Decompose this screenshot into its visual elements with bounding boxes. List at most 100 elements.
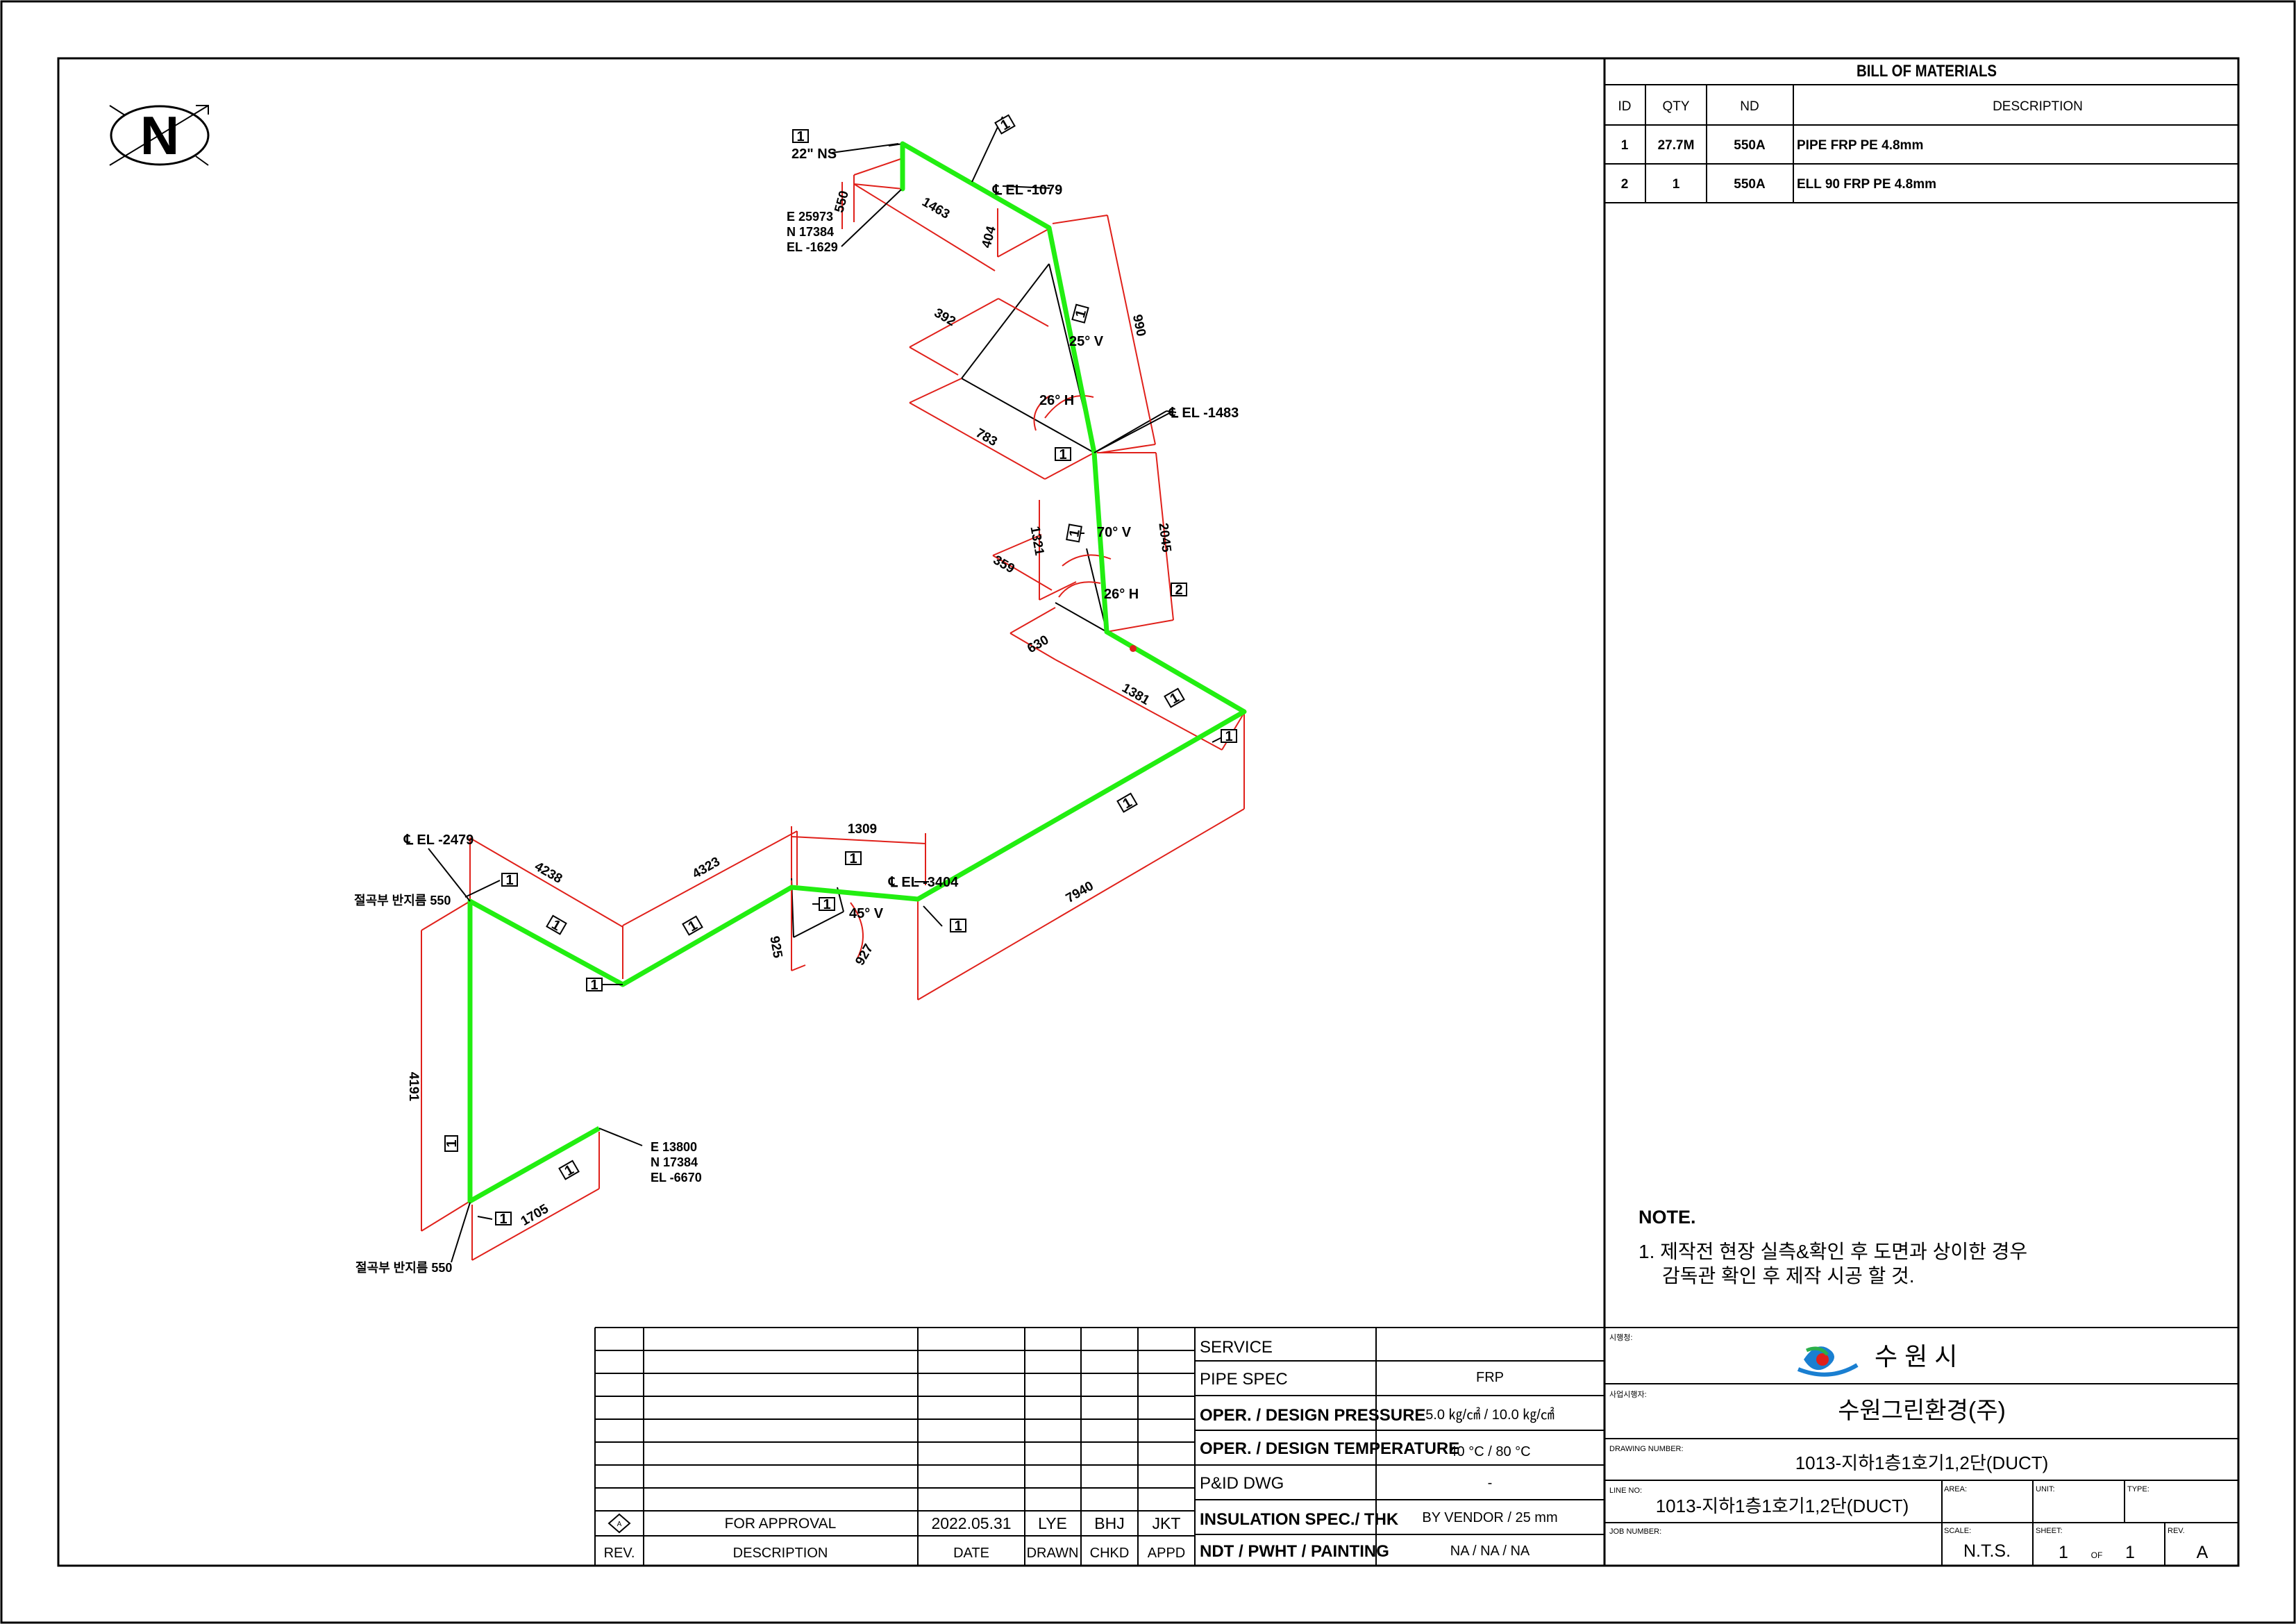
drawing-number: 1013-지하1층1호기1,2단(DUCT) xyxy=(1795,1453,2049,1473)
tag-box: 1 xyxy=(950,919,966,934)
svg-text:1: 1 xyxy=(823,897,830,912)
drawn-header: DRAWN xyxy=(1027,1546,1079,1561)
suwon-logo-icon xyxy=(1797,1346,1859,1377)
pid-dwg-label: P&ID DWG xyxy=(1200,1474,1284,1493)
reference-lines xyxy=(791,143,1177,938)
bom-cell: 27.7M xyxy=(1658,138,1695,153)
revision-chkd: BHJ xyxy=(1094,1514,1124,1532)
svg-text:1: 1 xyxy=(1225,729,1232,744)
bom-header-qty: QTY xyxy=(1662,99,1689,114)
note-line-2: 감독관 확인 후 제작 시공 할 것. xyxy=(1662,1265,1915,1287)
bend-radius-label: 절곡부 반지름 550 xyxy=(355,1261,452,1275)
pressure-label: OPER. / DESIGN PRESSURE xyxy=(1200,1406,1425,1425)
service-table xyxy=(594,1327,1604,1566)
svg-text:1: 1 xyxy=(499,1212,507,1227)
coord-el-bottom: EL -6670 xyxy=(651,1171,702,1184)
type-label: TYPE: xyxy=(2127,1485,2150,1493)
insulation-label: INSULATION SPEC./ THK xyxy=(1200,1510,1399,1529)
rev-value: A xyxy=(2197,1543,2209,1562)
dimension-value: 392 xyxy=(932,305,958,329)
dimension-value: 925 xyxy=(766,935,785,960)
bom-header-description: DESCRIPTION xyxy=(1993,99,2083,114)
tag-box: 1 xyxy=(845,851,862,867)
line-no-label: LINE NO: xyxy=(1609,1487,1642,1495)
client-label: 시행청: xyxy=(1609,1333,1632,1342)
contractor-label: 사업시행자: xyxy=(1609,1390,1647,1399)
rev-header: REV. xyxy=(604,1546,635,1561)
tag-box: 1 xyxy=(1164,687,1185,708)
dimension-lines xyxy=(421,158,1245,1261)
bend-radius-label: 절곡부 반지름 550 xyxy=(354,894,451,907)
dimension-value: 4191 xyxy=(406,1072,421,1102)
dimension-value: 1309 xyxy=(848,822,877,837)
area-label: AREA: xyxy=(1944,1485,1967,1493)
tag-box: 1 xyxy=(546,914,567,935)
component-tags: 1 1 1 1 1 2 1 1 1 1 1 1 1 1 1 1 1 1 1 xyxy=(444,114,1237,1227)
drawing-border xyxy=(57,57,2240,1567)
date-header: DATE xyxy=(953,1546,989,1561)
tag-box: 1 xyxy=(1071,303,1089,324)
pipe-size-label: 22" NS xyxy=(791,147,837,162)
revision-table xyxy=(595,1328,1195,1566)
tag-box: 1 xyxy=(495,1212,512,1227)
north-label: N xyxy=(140,105,179,166)
sheet-value: 1 xyxy=(2059,1543,2068,1562)
svg-text:1: 1 xyxy=(1059,447,1066,462)
svg-text:2: 2 xyxy=(1175,583,1182,598)
angle-label: 25° V xyxy=(1069,334,1104,349)
coord-n-top: N 17384 xyxy=(787,225,834,239)
revision-appd: JKT xyxy=(1153,1514,1181,1532)
bom-cell: 1 xyxy=(1621,138,1629,153)
drawing-labels: 22" NS E 25973 N 17384 EL -1629 ℄ EL -10… xyxy=(354,147,1239,1275)
leader-lines xyxy=(428,116,1223,1263)
scale-label: SCALE: xyxy=(1944,1527,1971,1535)
tag-box: 1 xyxy=(682,915,703,936)
bom-cell: 550A xyxy=(1734,177,1766,192)
bom-cell: PIPE FRP PE 4.8mm xyxy=(1797,138,1923,153)
bom-title: BILL OF MATERIALS xyxy=(1857,61,1997,80)
dimension-values: 550 1463 404 990 392 783 1321 2045 359 6… xyxy=(406,190,1174,1229)
pid-dwg-value: - xyxy=(1488,1475,1493,1491)
coord-e-top: E 25973 xyxy=(787,210,833,224)
angle-label: 70° V xyxy=(1097,525,1132,540)
dimension-value: 1463 xyxy=(919,195,952,222)
dimension-value: 4238 xyxy=(532,860,564,887)
job-number-label: JOB NUMBER: xyxy=(1609,1527,1661,1536)
description-header: DESCRIPTION xyxy=(733,1546,828,1561)
svg-text:1: 1 xyxy=(1066,528,1083,539)
tag-box: 1 xyxy=(792,129,809,144)
revision-date: 2022.05.31 xyxy=(931,1514,1011,1532)
bom-cell: 550A xyxy=(1734,138,1766,153)
contractor-name: 수원그린환경(주) xyxy=(1838,1398,2006,1424)
appd-header: APPD xyxy=(1148,1546,1185,1561)
coord-n-bottom: N 17384 xyxy=(651,1155,698,1169)
revision-description: FOR APPROVAL xyxy=(725,1516,837,1532)
line-no: 1013-지하1층1호기1,2단(DUCT) xyxy=(1656,1496,1909,1516)
bom-header-nd: ND xyxy=(1740,99,1759,114)
elevation-label: ℄ EL -1079 xyxy=(992,183,1062,198)
note-title: NOTE. xyxy=(1639,1207,1696,1228)
elevation-label: ℄ EL -1483 xyxy=(1168,405,1239,421)
revision-mark: A xyxy=(617,1521,622,1528)
dimension-value: 630 xyxy=(1025,633,1051,656)
svg-text:1: 1 xyxy=(954,919,962,934)
sheet-of: OF xyxy=(2091,1550,2103,1560)
revision-triangle-icon: A xyxy=(607,1513,631,1534)
tag-box: 1 xyxy=(501,873,518,888)
sheet-label: SHEET: xyxy=(2036,1527,2063,1535)
pipe-spec-label: PIPE SPEC xyxy=(1200,1370,1288,1389)
bom-cell: 2 xyxy=(1621,177,1629,192)
ndt-value: NA / NA / NA xyxy=(1450,1543,1530,1559)
dimension-value: 927 xyxy=(853,941,876,968)
dimension-value: 550 xyxy=(832,190,851,215)
angle-label: 26° H xyxy=(1039,393,1074,408)
angle-label: 45° V xyxy=(849,906,884,921)
dimension-value: 1381 xyxy=(1119,681,1152,709)
unit-label: UNIT: xyxy=(2036,1485,2055,1493)
pipe-spec-value: FRP xyxy=(1476,1370,1504,1385)
insulation-value: BY VENDOR / 25 mm xyxy=(1422,1510,1557,1525)
svg-text:1: 1 xyxy=(796,129,804,144)
